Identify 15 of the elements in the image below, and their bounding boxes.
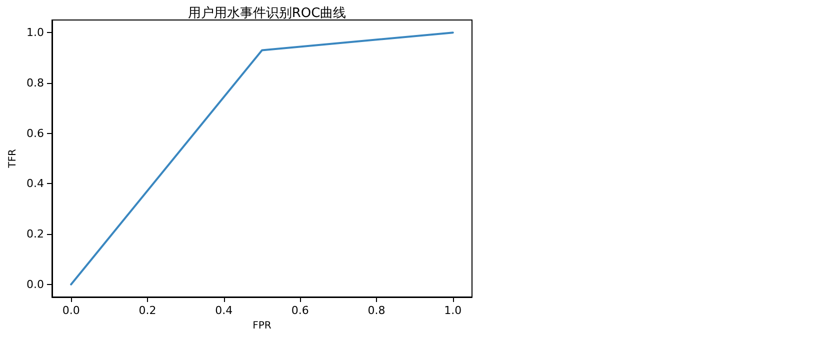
x-tick-label: 0.8 [368, 304, 386, 317]
y-tick-label: 0.4 [26, 177, 44, 190]
chart-title: 用户用水事件识别ROC曲线 [188, 6, 346, 21]
y-axis-title: TFR [8, 149, 18, 169]
y-tick-label: 0.0 [26, 278, 44, 291]
x-tick-label: 0.4 [215, 304, 233, 317]
x-axis-title: FPR [252, 320, 272, 332]
y-tick-label: 0.8 [26, 76, 44, 90]
y-tick-label: 0.6 [26, 126, 44, 140]
x-tick-label: 0.0 [62, 304, 80, 317]
y-tick-label: 1.0 [26, 26, 44, 40]
x-tick-label: 1.0 [444, 304, 462, 317]
x-tick-label: 0.2 [138, 304, 156, 317]
y-tick-label: 0.2 [26, 228, 44, 241]
x-tick-label: 0.6 [291, 304, 309, 317]
